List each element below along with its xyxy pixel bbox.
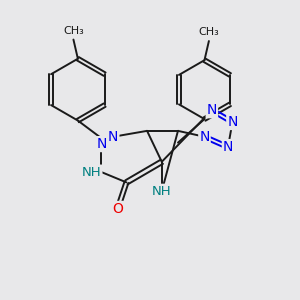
Text: N: N — [207, 103, 217, 117]
Text: NH: NH — [82, 166, 101, 178]
Text: N: N — [199, 130, 210, 144]
Text: O: O — [112, 202, 123, 216]
Text: CH₃: CH₃ — [63, 26, 84, 36]
Text: N: N — [108, 130, 119, 144]
Text: N: N — [227, 115, 238, 129]
Text: N: N — [223, 140, 233, 154]
Text: CH₃: CH₃ — [199, 27, 219, 37]
Text: NH: NH — [152, 185, 172, 198]
Text: N: N — [96, 137, 106, 151]
